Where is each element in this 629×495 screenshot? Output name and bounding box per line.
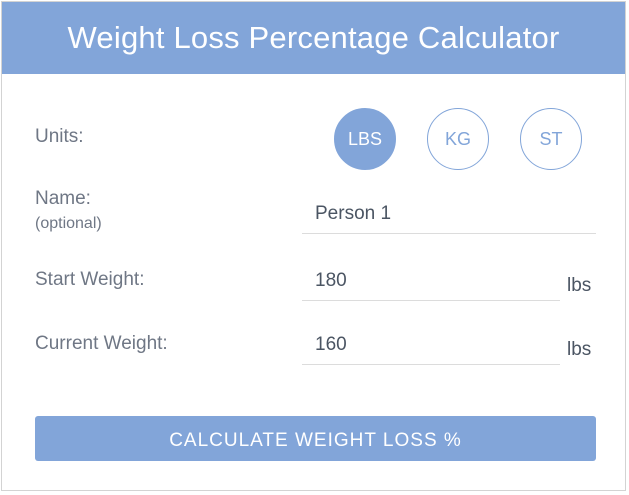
name-optional-label: (optional)	[35, 215, 102, 232]
name-field[interactable]	[302, 194, 596, 234]
current-weight-unit: lbs	[567, 339, 592, 360]
unit-lbs-button[interactable]: LBS	[334, 108, 396, 170]
start-weight-label: Start Weight:	[35, 269, 145, 290]
current-weight-label: Current Weight:	[35, 333, 168, 354]
page-title: Weight Loss Percentage Calculator	[2, 2, 625, 74]
name-label: Name:	[35, 188, 91, 209]
current-weight-field[interactable]	[302, 325, 560, 365]
calculate-button[interactable]: CALCULATE WEIGHT LOSS %	[35, 416, 596, 461]
unit-kg-button[interactable]: KG	[427, 108, 489, 170]
unit-st-button[interactable]: ST	[520, 108, 582, 170]
start-weight-unit: lbs	[567, 275, 592, 296]
units-label: Units:	[35, 126, 84, 147]
start-weight-field[interactable]	[302, 261, 560, 301]
